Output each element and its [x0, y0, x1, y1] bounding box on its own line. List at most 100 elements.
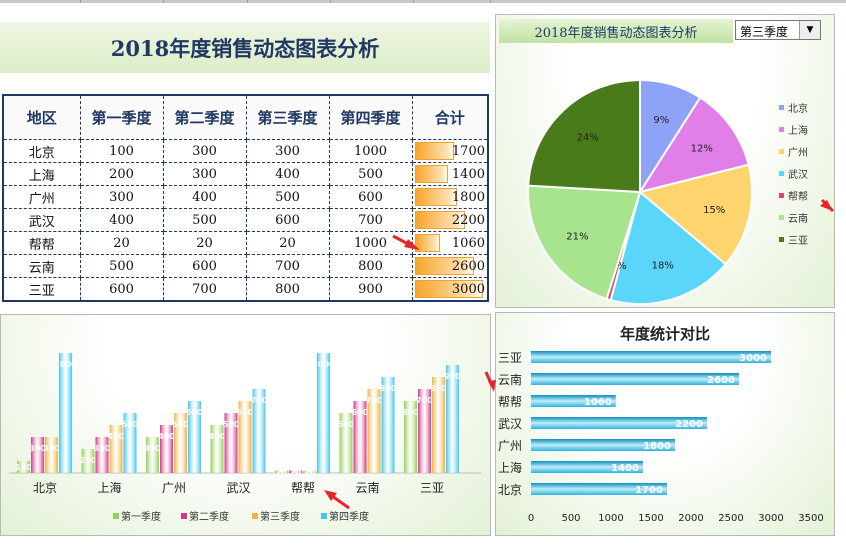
quarter-cell[interactable]: 500 [245, 185, 330, 209]
total-cell[interactable]: 1400 [411, 162, 489, 186]
bar-data-label: 2200 [675, 419, 703, 430]
total-cell[interactable]: 2200 [411, 208, 489, 232]
bar-data-label: 2600 [707, 375, 735, 386]
region-cell[interactable]: 北京 [2, 139, 81, 163]
quarter-cell[interactable]: 900 [328, 277, 413, 302]
legend-label: 第二季度 [189, 510, 229, 523]
total-cell[interactable]: 1060 [411, 231, 489, 255]
databar-fill [414, 142, 454, 160]
column-data-label: 600 [402, 408, 419, 417]
quarter-cell[interactable]: 700 [328, 208, 413, 232]
region-cell[interactable]: 云南 [2, 254, 81, 278]
pie-data-label: 24% [577, 133, 599, 144]
quarter-cell[interactable]: 300 [79, 185, 164, 209]
column-bar [174, 413, 187, 473]
spreadsheet-header-strip [0, 0, 846, 3]
quarter-select-value: 第三季度 [740, 25, 789, 39]
annual-bar [531, 439, 675, 451]
column-chart-panel: 100 300 300 1000 北京 200 300 400 500 上海 300 400 500 60… [0, 314, 491, 536]
quarter-cell[interactable]: 600 [79, 277, 164, 302]
total-cell[interactable]: 1800 [411, 185, 489, 209]
quarter-cell[interactable]: 700 [162, 277, 247, 302]
quarter-cell[interactable]: 400 [79, 208, 164, 232]
bar-data-label: 1400 [611, 463, 639, 474]
category-axis-label: 上海 [498, 460, 522, 475]
region-cell[interactable]: 上海 [2, 162, 81, 186]
quarter-cell[interactable]: 1000 [328, 139, 413, 163]
quarter-cell[interactable]: 600 [328, 185, 413, 209]
category-axis-label: 云南 [355, 480, 379, 495]
annual-bar [531, 483, 667, 495]
pie-slice [609, 190, 728, 305]
category-axis-label: 广州 [498, 439, 522, 453]
pie-slice [527, 78, 641, 194]
quarter-cell[interactable]: 300 [245, 139, 330, 163]
total-cell[interactable]: 3000 [411, 277, 489, 302]
quarter-cell[interactable]: 400 [162, 185, 247, 209]
legend-label: 广州 [788, 147, 808, 159]
quarter-cell[interactable]: 1000 [328, 231, 413, 255]
column-bar [224, 413, 238, 473]
pie-slice [637, 163, 753, 266]
table-row: 三亚 600 700 800 900 3000 [2, 277, 489, 302]
column-data-label: 600 [237, 408, 254, 417]
x-tick-label: 0 [528, 513, 534, 524]
x-tick-label: 1500 [638, 513, 663, 524]
annual-bar [531, 395, 616, 407]
region-cell[interactable]: 帮帮 [2, 231, 81, 255]
quarter-cell[interactable]: 20 [162, 231, 247, 255]
quarter-cell[interactable]: 200 [79, 162, 164, 186]
column-divider [247, 0, 248, 3]
legend-label: 第三季度 [260, 510, 300, 523]
column-data-label: 700 [416, 396, 433, 405]
x-tick-label: 2000 [678, 513, 703, 524]
quarter-cell[interactable]: 600 [245, 208, 330, 232]
quarter-cell[interactable]: 20 [79, 231, 164, 255]
databar-fill [414, 211, 465, 229]
total-cell[interactable]: 2600 [411, 254, 489, 278]
pie-data-label: 21% [566, 231, 588, 242]
quarter-cell[interactable]: 100 [79, 139, 164, 163]
quarter-cell[interactable]: 400 [245, 162, 330, 186]
quarter-cell[interactable]: 300 [162, 139, 247, 163]
legend-swatch [779, 193, 784, 198]
column-data-label: 500 [338, 420, 355, 429]
x-tick-label: 2500 [718, 513, 743, 524]
annual-bar [531, 417, 707, 429]
region-cell[interactable]: 武汉 [2, 208, 81, 232]
column-bar [95, 437, 109, 473]
column-data-label: 20 [304, 468, 316, 477]
chevron-down-icon[interactable]: ▼ [799, 21, 820, 39]
quarter-cell[interactable]: 500 [162, 208, 247, 232]
quarter-cell[interactable]: 500 [328, 162, 413, 186]
quarter-cell[interactable]: 600 [162, 254, 247, 278]
column-bar [353, 401, 367, 473]
category-axis-label: 三亚 [498, 351, 522, 365]
legend-swatch [779, 149, 784, 154]
column-bar [59, 353, 72, 473]
annual-bar [531, 351, 771, 363]
quarter-cell[interactable]: 700 [245, 254, 330, 278]
quarter-cell[interactable]: 800 [328, 254, 413, 278]
total-value: 1700 [451, 143, 485, 159]
column-bar [123, 413, 137, 473]
quarter-cell[interactable]: 500 [79, 254, 164, 278]
total-cell[interactable]: 1700 [411, 139, 489, 163]
legend-label: 上海 [788, 124, 808, 137]
quarter-cell[interactable]: 800 [245, 277, 330, 302]
column-bar [446, 365, 459, 473]
region-cell[interactable]: 三亚 [2, 277, 81, 302]
column-data-label: 700 [366, 396, 383, 405]
category-axis-label: 北京 [33, 481, 57, 495]
column-divider [490, 0, 491, 3]
legend-label: 北京 [788, 102, 808, 115]
total-value: 3000 [451, 281, 485, 297]
column-bar [146, 437, 159, 473]
quarter-select[interactable]: 第三季度 ▼ [735, 20, 821, 40]
column-data-label: 400 [209, 432, 226, 441]
region-cell[interactable]: 广州 [2, 185, 81, 209]
x-tick-label: 1000 [598, 513, 623, 524]
column-data-label: 300 [43, 444, 60, 453]
quarter-cell[interactable]: 300 [162, 162, 247, 186]
quarter-cell[interactable]: 20 [245, 231, 330, 255]
